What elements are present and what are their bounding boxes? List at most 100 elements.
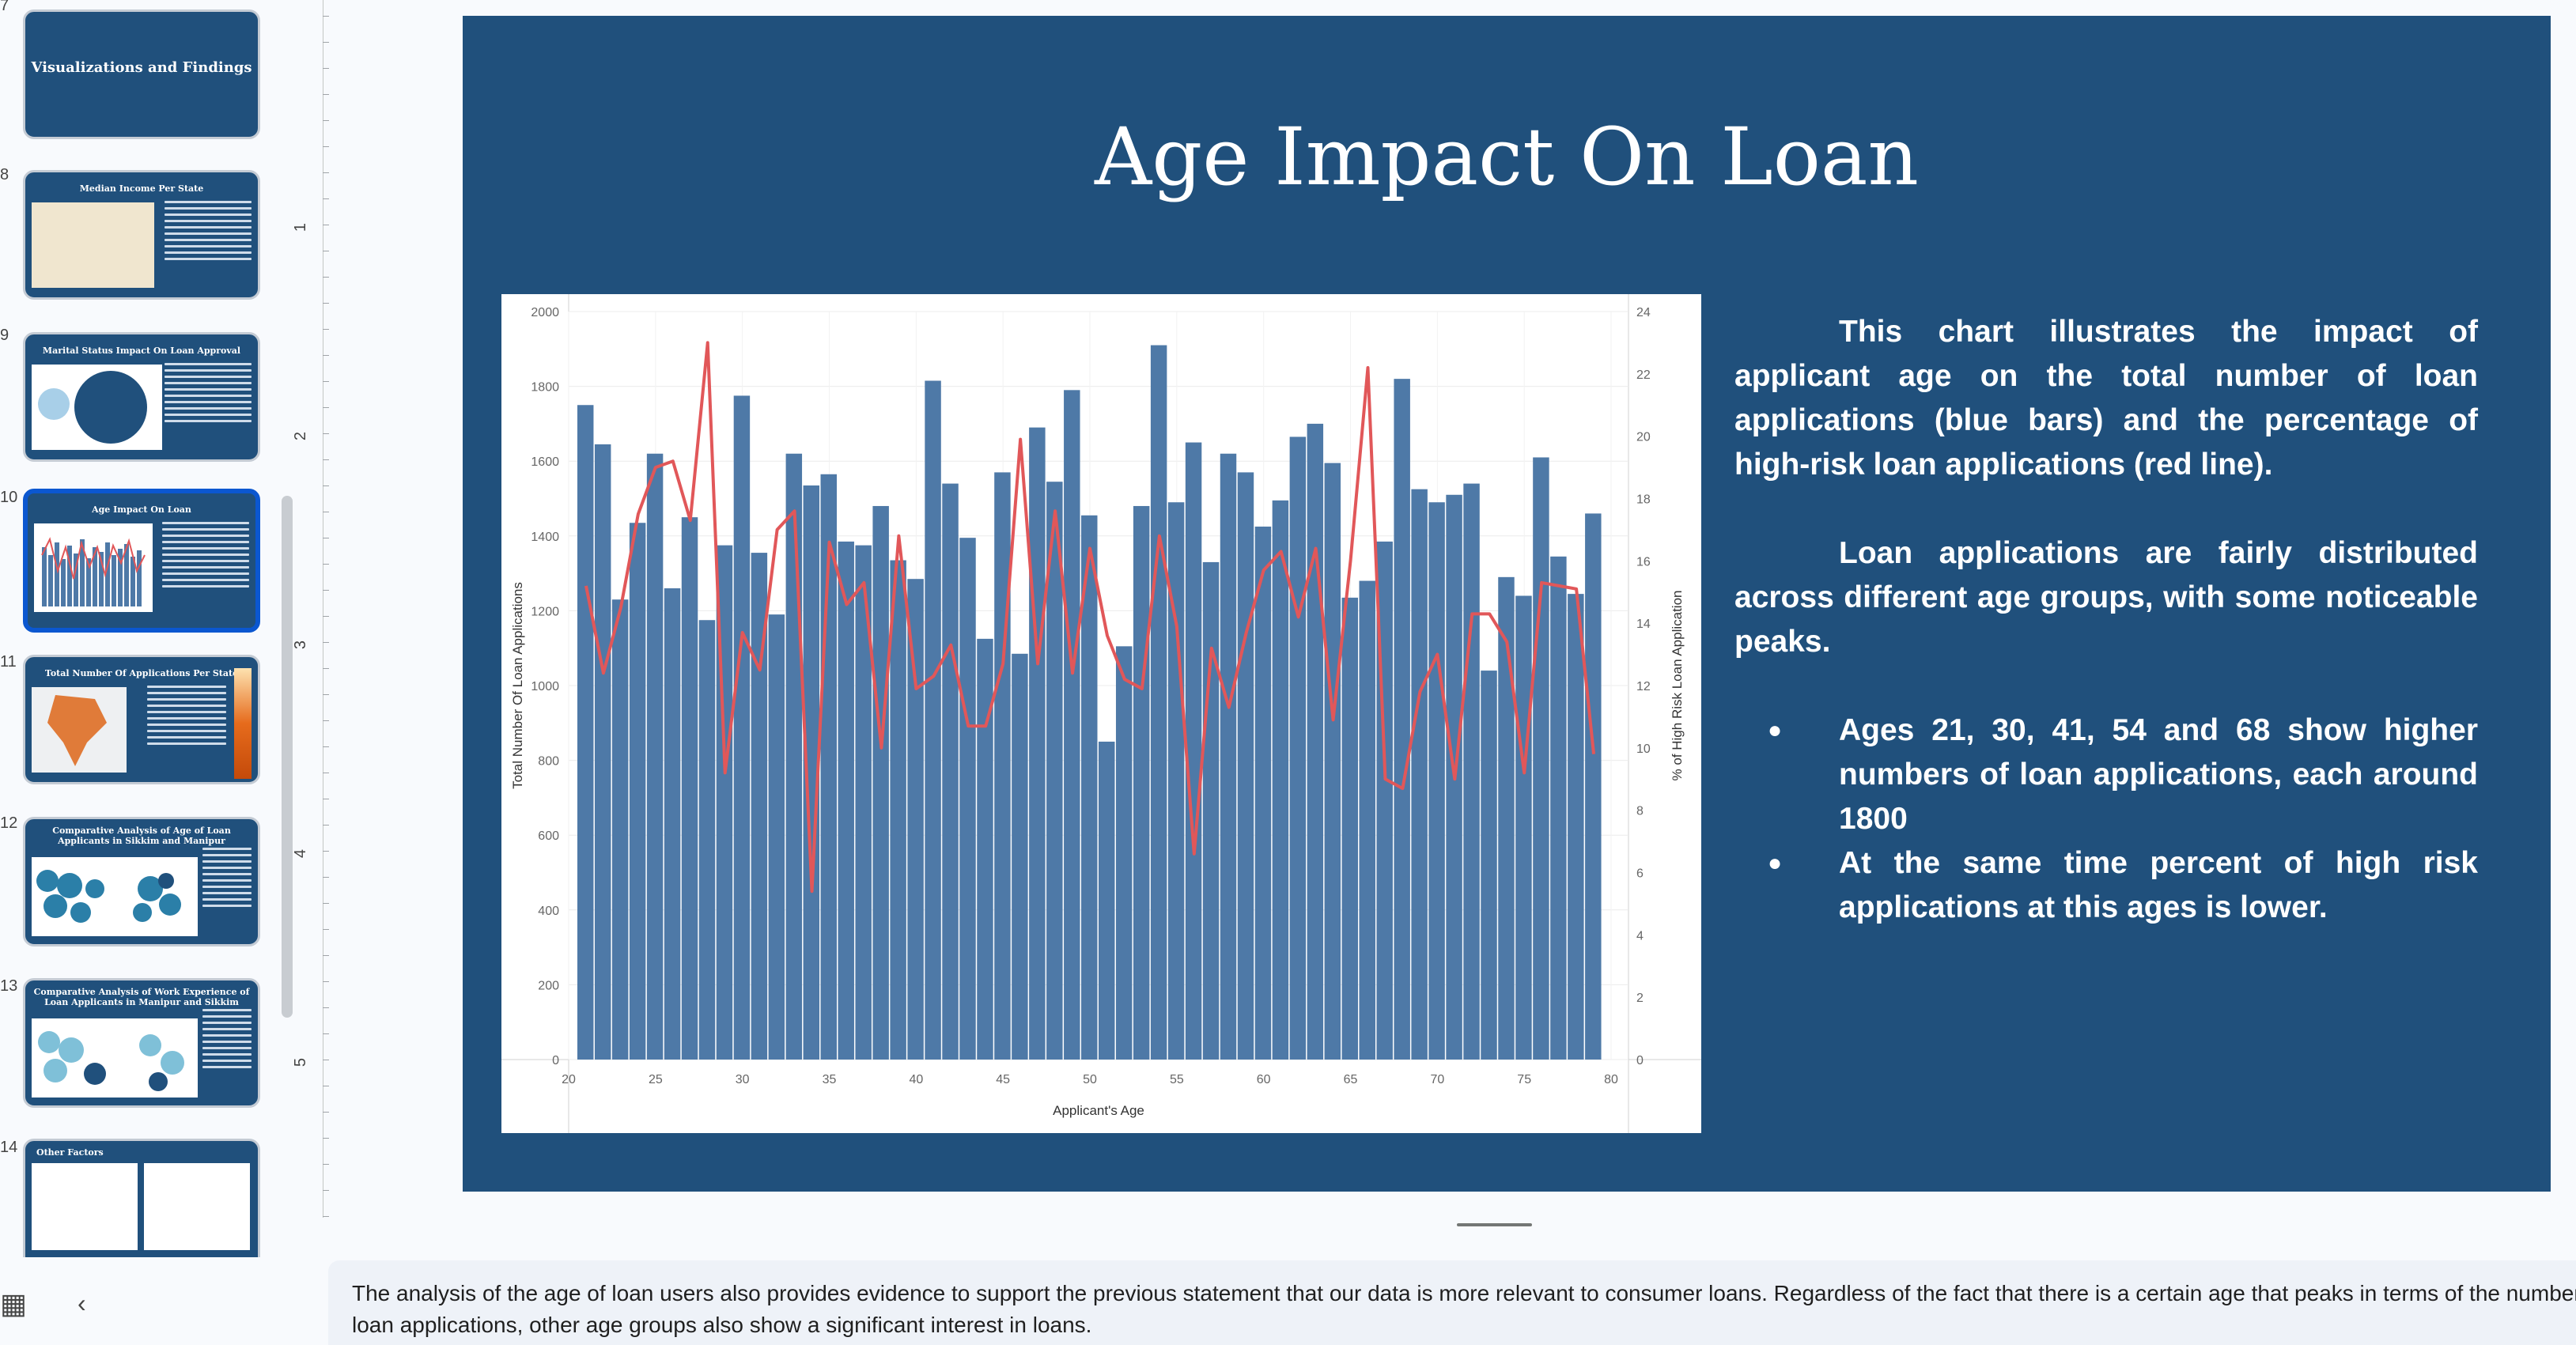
slide-thumbnail-10-selected[interactable]: Age Impact On Loan <box>23 489 260 633</box>
ruler-tick <box>323 851 329 852</box>
speaker-notes-text[interactable]: The analysis of the age of loan users al… <box>352 1281 2576 1337</box>
bar <box>907 579 924 1060</box>
bar <box>1099 741 1115 1060</box>
filmstrip-scrollbar[interactable] <box>282 496 293 1018</box>
slide-title[interactable]: Age Impact On Loan <box>1095 111 1919 203</box>
y2-tick-label: 16 <box>1636 555 1651 569</box>
x-tick-label: 80 <box>1604 1073 1618 1086</box>
y-tick-label: 1400 <box>531 531 559 544</box>
y2-tick-label: 24 <box>1636 306 1651 319</box>
slide-thumbnail-12[interactable]: Comparative Analysis of Age of Loan Appl… <box>23 817 260 946</box>
x-axis-title: Applicant's Age <box>1053 1103 1144 1118</box>
description-textbox[interactable]: This chart illustrates the impact of app… <box>1734 310 2478 930</box>
bar <box>629 523 646 1060</box>
bar <box>1533 457 1549 1060</box>
y-tick-label: 1800 <box>531 381 559 395</box>
findings-bullet: Ages 21, 30, 41, 54 and 68 show higher n… <box>1768 708 2478 841</box>
thumbnail-table-image <box>32 1163 138 1250</box>
ruler-tick <box>323 433 329 434</box>
bar <box>698 620 716 1060</box>
bar <box>768 614 785 1060</box>
y2-axis-title: % of High Risk Loan Application <box>1670 591 1685 781</box>
ruler-tick <box>323 877 329 878</box>
thumbnail-text-lines <box>165 363 252 426</box>
ruler-tick <box>323 381 329 382</box>
slide-number: 13 <box>0 977 18 995</box>
y-axis-title: Total Number Of Loan Applications <box>510 582 525 789</box>
bar <box>1463 483 1480 1060</box>
thumbnail-text-lines <box>162 522 249 591</box>
slide-thumbnail-7[interactable]: Visualizations and Findings <box>23 9 260 139</box>
slide-thumbnail-8[interactable]: Median Income Per State <box>23 170 260 300</box>
y2-tick-label: 20 <box>1636 431 1651 444</box>
ruler-tick <box>323 616 329 617</box>
vertical-ruler <box>323 0 328 1218</box>
chevron-left-icon[interactable]: ‹ <box>78 1289 86 1317</box>
thumbnail-title: Median Income Per State <box>79 183 204 194</box>
y-tick-label: 800 <box>538 755 559 769</box>
y-tick-label: 200 <box>538 979 559 992</box>
bar <box>1167 502 1185 1060</box>
thumbnail-title: Age Impact On Loan <box>92 504 191 515</box>
slide-filmstrip[interactable]: 7 Visualizations and Findings 8 Median I… <box>0 0 301 1257</box>
ruler-tick <box>323 955 329 956</box>
grid-view-icon[interactable]: ▦ <box>0 1287 28 1320</box>
slide-thumbnail-9[interactable]: Marital Status Impact On Loan Approval <box>23 332 260 462</box>
thumbnail-bubble-chart-image <box>32 1018 198 1098</box>
ruler-tick <box>323 120 329 121</box>
ruler-tick <box>323 746 329 747</box>
bar <box>1115 646 1133 1060</box>
bar <box>1202 561 1220 1060</box>
slide-thumbnail-14[interactable]: Other Factors <box>23 1139 260 1257</box>
y2-tick-label: 4 <box>1636 929 1644 943</box>
age-impact-chart[interactable]: 0 200 400 600 800 1000 1200 1400 1600 1800 2000 20 2… <box>501 294 1701 1133</box>
ruler-label: 1 <box>292 222 310 232</box>
bar <box>925 380 941 1060</box>
bar <box>577 405 594 1060</box>
x-tick-label: 40 <box>909 1073 923 1086</box>
slide-thumbnail-13[interactable]: Comparative Analysis of Work Experience … <box>23 978 260 1108</box>
ruler-label: 5 <box>292 1057 310 1067</box>
ruler-tick <box>323 1007 329 1008</box>
bar <box>942 483 959 1060</box>
bar <box>1411 489 1428 1060</box>
bar <box>1272 500 1289 1060</box>
ruler-tick <box>323 1164 329 1165</box>
x-tick-label: 75 <box>1517 1073 1531 1086</box>
high-risk-percentage-line <box>584 341 1596 894</box>
bar <box>1012 653 1028 1060</box>
bar <box>872 505 889 1060</box>
slide-thumbnail-11[interactable]: Total Number Of Applications Per State <box>23 655 260 784</box>
ruler-tick <box>323 485 329 486</box>
bar <box>646 453 664 1060</box>
ruler-tick <box>323 172 329 173</box>
thumbnail-text-lines <box>147 686 226 749</box>
notes-resize-handle[interactable] <box>1457 1223 1532 1226</box>
slide-number: 9 <box>0 327 9 344</box>
y-tick-label: 2000 <box>531 306 559 319</box>
ruler-tick <box>323 407 329 408</box>
slide-number: 14 <box>0 1139 18 1156</box>
ruler-label: 3 <box>292 640 310 650</box>
x-tick-label: 35 <box>823 1073 837 1086</box>
slide-number: 10 <box>0 489 18 506</box>
y-tick-label: 600 <box>538 829 559 843</box>
bar <box>1515 595 1532 1060</box>
speaker-notes-panel[interactable]: The analysis of the age of loan users al… <box>328 1260 2576 1345</box>
thumbnail-text-lines <box>202 1009 252 1072</box>
x-tick-label: 25 <box>649 1073 663 1086</box>
ruler-tick <box>323 329 329 330</box>
ruler-tick <box>323 146 329 147</box>
bar <box>785 453 803 1060</box>
ruler-tick <box>323 590 329 591</box>
y2-tick-label: 22 <box>1636 368 1651 382</box>
bar <box>994 472 1011 1060</box>
ruler-tick <box>323 1138 329 1139</box>
ruler-tick <box>323 668 329 669</box>
thumbnail-bubble-chart-image <box>32 857 198 936</box>
ruler-tick <box>323 42 329 43</box>
slide-canvas[interactable]: Age Impact On Loan 0 200 400 600 800 1000 1200… <box>463 16 2551 1192</box>
description-paragraph: This chart illustrates the impact of app… <box>1734 315 2478 482</box>
bar <box>1081 515 1098 1060</box>
